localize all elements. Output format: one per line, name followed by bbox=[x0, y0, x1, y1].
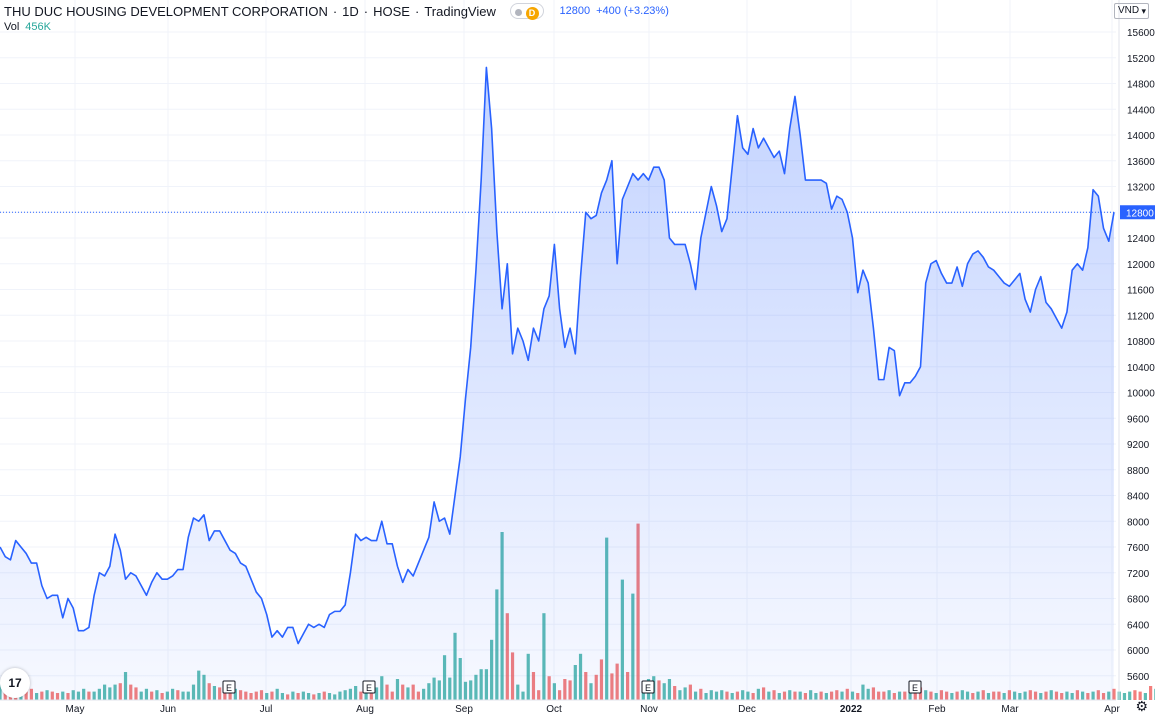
tradingview-logo[interactable]: 17 bbox=[0, 668, 30, 698]
data-badge: D bbox=[525, 7, 539, 20]
volume-value: 456K bbox=[25, 21, 51, 33]
price-tick-label: 15200 bbox=[1127, 54, 1155, 65]
quote: 12800 +400 (+3.23%) bbox=[560, 5, 669, 17]
price-tick-label: 12400 bbox=[1127, 234, 1155, 245]
price-tick-label: 7200 bbox=[1127, 569, 1150, 580]
header-separator: · bbox=[363, 3, 369, 19]
price-area bbox=[0, 67, 1114, 700]
last-price-label: 12800 bbox=[1120, 205, 1155, 220]
price-tick-label: 10400 bbox=[1127, 363, 1155, 374]
price-tick-label: 6800 bbox=[1127, 595, 1150, 606]
volume-bar bbox=[1122, 693, 1127, 700]
time-tick-label: Oct bbox=[546, 704, 562, 715]
earnings-marker bbox=[908, 680, 922, 694]
volume-bar bbox=[1143, 693, 1147, 700]
price-tick-label: 13200 bbox=[1127, 183, 1155, 194]
price-tick-label: 14000 bbox=[1127, 131, 1155, 142]
price-tick-label: 9200 bbox=[1127, 440, 1150, 451]
price-tick-label: 14800 bbox=[1127, 80, 1155, 91]
price-line bbox=[0, 66, 1115, 645]
time-tick-label: Mar bbox=[1001, 704, 1019, 715]
earnings-marker-label: E bbox=[366, 683, 372, 693]
price-tick-label: 8000 bbox=[1127, 517, 1150, 528]
price-tick-label: 10800 bbox=[1127, 337, 1155, 348]
price-tick-label: 8400 bbox=[1127, 492, 1150, 503]
volume-bar bbox=[1138, 691, 1142, 700]
earnings-marker bbox=[362, 680, 376, 694]
price-tick-label: 6400 bbox=[1127, 620, 1150, 631]
price-axis: 5600 6000 6400 6800 7200 7600 8000 8400 8800 9200… bbox=[1118, 0, 1155, 700]
header-separator: · bbox=[414, 3, 420, 19]
price-tick-label: 8800 bbox=[1127, 466, 1150, 477]
earnings-marker bbox=[641, 680, 655, 694]
volume-bar bbox=[1133, 690, 1137, 700]
price-tick-label: 11600 bbox=[1127, 286, 1155, 297]
volume-bar bbox=[1128, 691, 1132, 700]
price-tick-label: 5600 bbox=[1127, 672, 1150, 683]
price-tick-label: 14400 bbox=[1127, 105, 1155, 116]
price-tick-label: 10000 bbox=[1127, 389, 1155, 400]
currency-select[interactable]: VND bbox=[1114, 3, 1149, 19]
interval[interactable]: 1D bbox=[342, 3, 359, 19]
time-tick-label: 2022 bbox=[840, 704, 863, 715]
time-tick-label: May bbox=[66, 704, 85, 715]
time-tick-label: Feb bbox=[928, 704, 946, 715]
gear-icon[interactable]: ⚙ bbox=[1135, 698, 1148, 714]
time-tick-label: Jul bbox=[260, 704, 273, 715]
exchange: HOSE bbox=[373, 3, 410, 19]
volume-label: Vol bbox=[4, 21, 20, 33]
market-status-badge[interactable]: D bbox=[509, 3, 544, 20]
price-tick-label: 7600 bbox=[1127, 543, 1150, 554]
header-separator: · bbox=[332, 3, 338, 19]
time-tick-label: Nov bbox=[640, 704, 658, 715]
time-tick-label: Aug bbox=[356, 704, 374, 715]
price-tick-label: 11200 bbox=[1127, 311, 1155, 322]
quote-change: +400 (+3.23%) bbox=[596, 5, 669, 17]
time-tick-label: Dec bbox=[738, 704, 756, 715]
time-tick-label: Jun bbox=[160, 704, 176, 715]
earnings-marker-label: E bbox=[912, 683, 918, 693]
status-dot-icon bbox=[514, 9, 522, 16]
price-tick-label: 6000 bbox=[1127, 646, 1150, 657]
volume-legend: Vol 456K bbox=[4, 21, 51, 33]
earnings-marker-label: E bbox=[226, 683, 232, 693]
time-tick-label: Apr bbox=[1104, 704, 1120, 715]
time-tick-label: Sep bbox=[455, 704, 473, 715]
quote-price: 12800 bbox=[559, 5, 591, 17]
earnings-marker bbox=[222, 680, 236, 694]
time-axis: May Jun Jul Aug Sep Oct Nov Dec 2022 Feb Mar Apr bbox=[0, 699, 1120, 715]
price-tick-label: 12000 bbox=[1127, 260, 1155, 271]
price-tick-label: 13600 bbox=[1127, 157, 1155, 168]
earnings-marker-label: E bbox=[645, 683, 651, 693]
symbol-name: THU DUC HOUSING DEVELOPMENT CORPORATION bbox=[4, 3, 328, 19]
last-price-badge bbox=[1120, 205, 1155, 220]
volume-bar bbox=[1149, 686, 1153, 700]
price-tick-label: 9600 bbox=[1127, 414, 1150, 425]
source: TradingView bbox=[424, 3, 496, 19]
chart-header: THU DUC HOUSING DEVELOPMENT CORPORATION … bbox=[4, 3, 669, 20]
price-tick-label: 15600 bbox=[1127, 28, 1155, 39]
last-price-value: 12800 bbox=[1126, 208, 1154, 219]
